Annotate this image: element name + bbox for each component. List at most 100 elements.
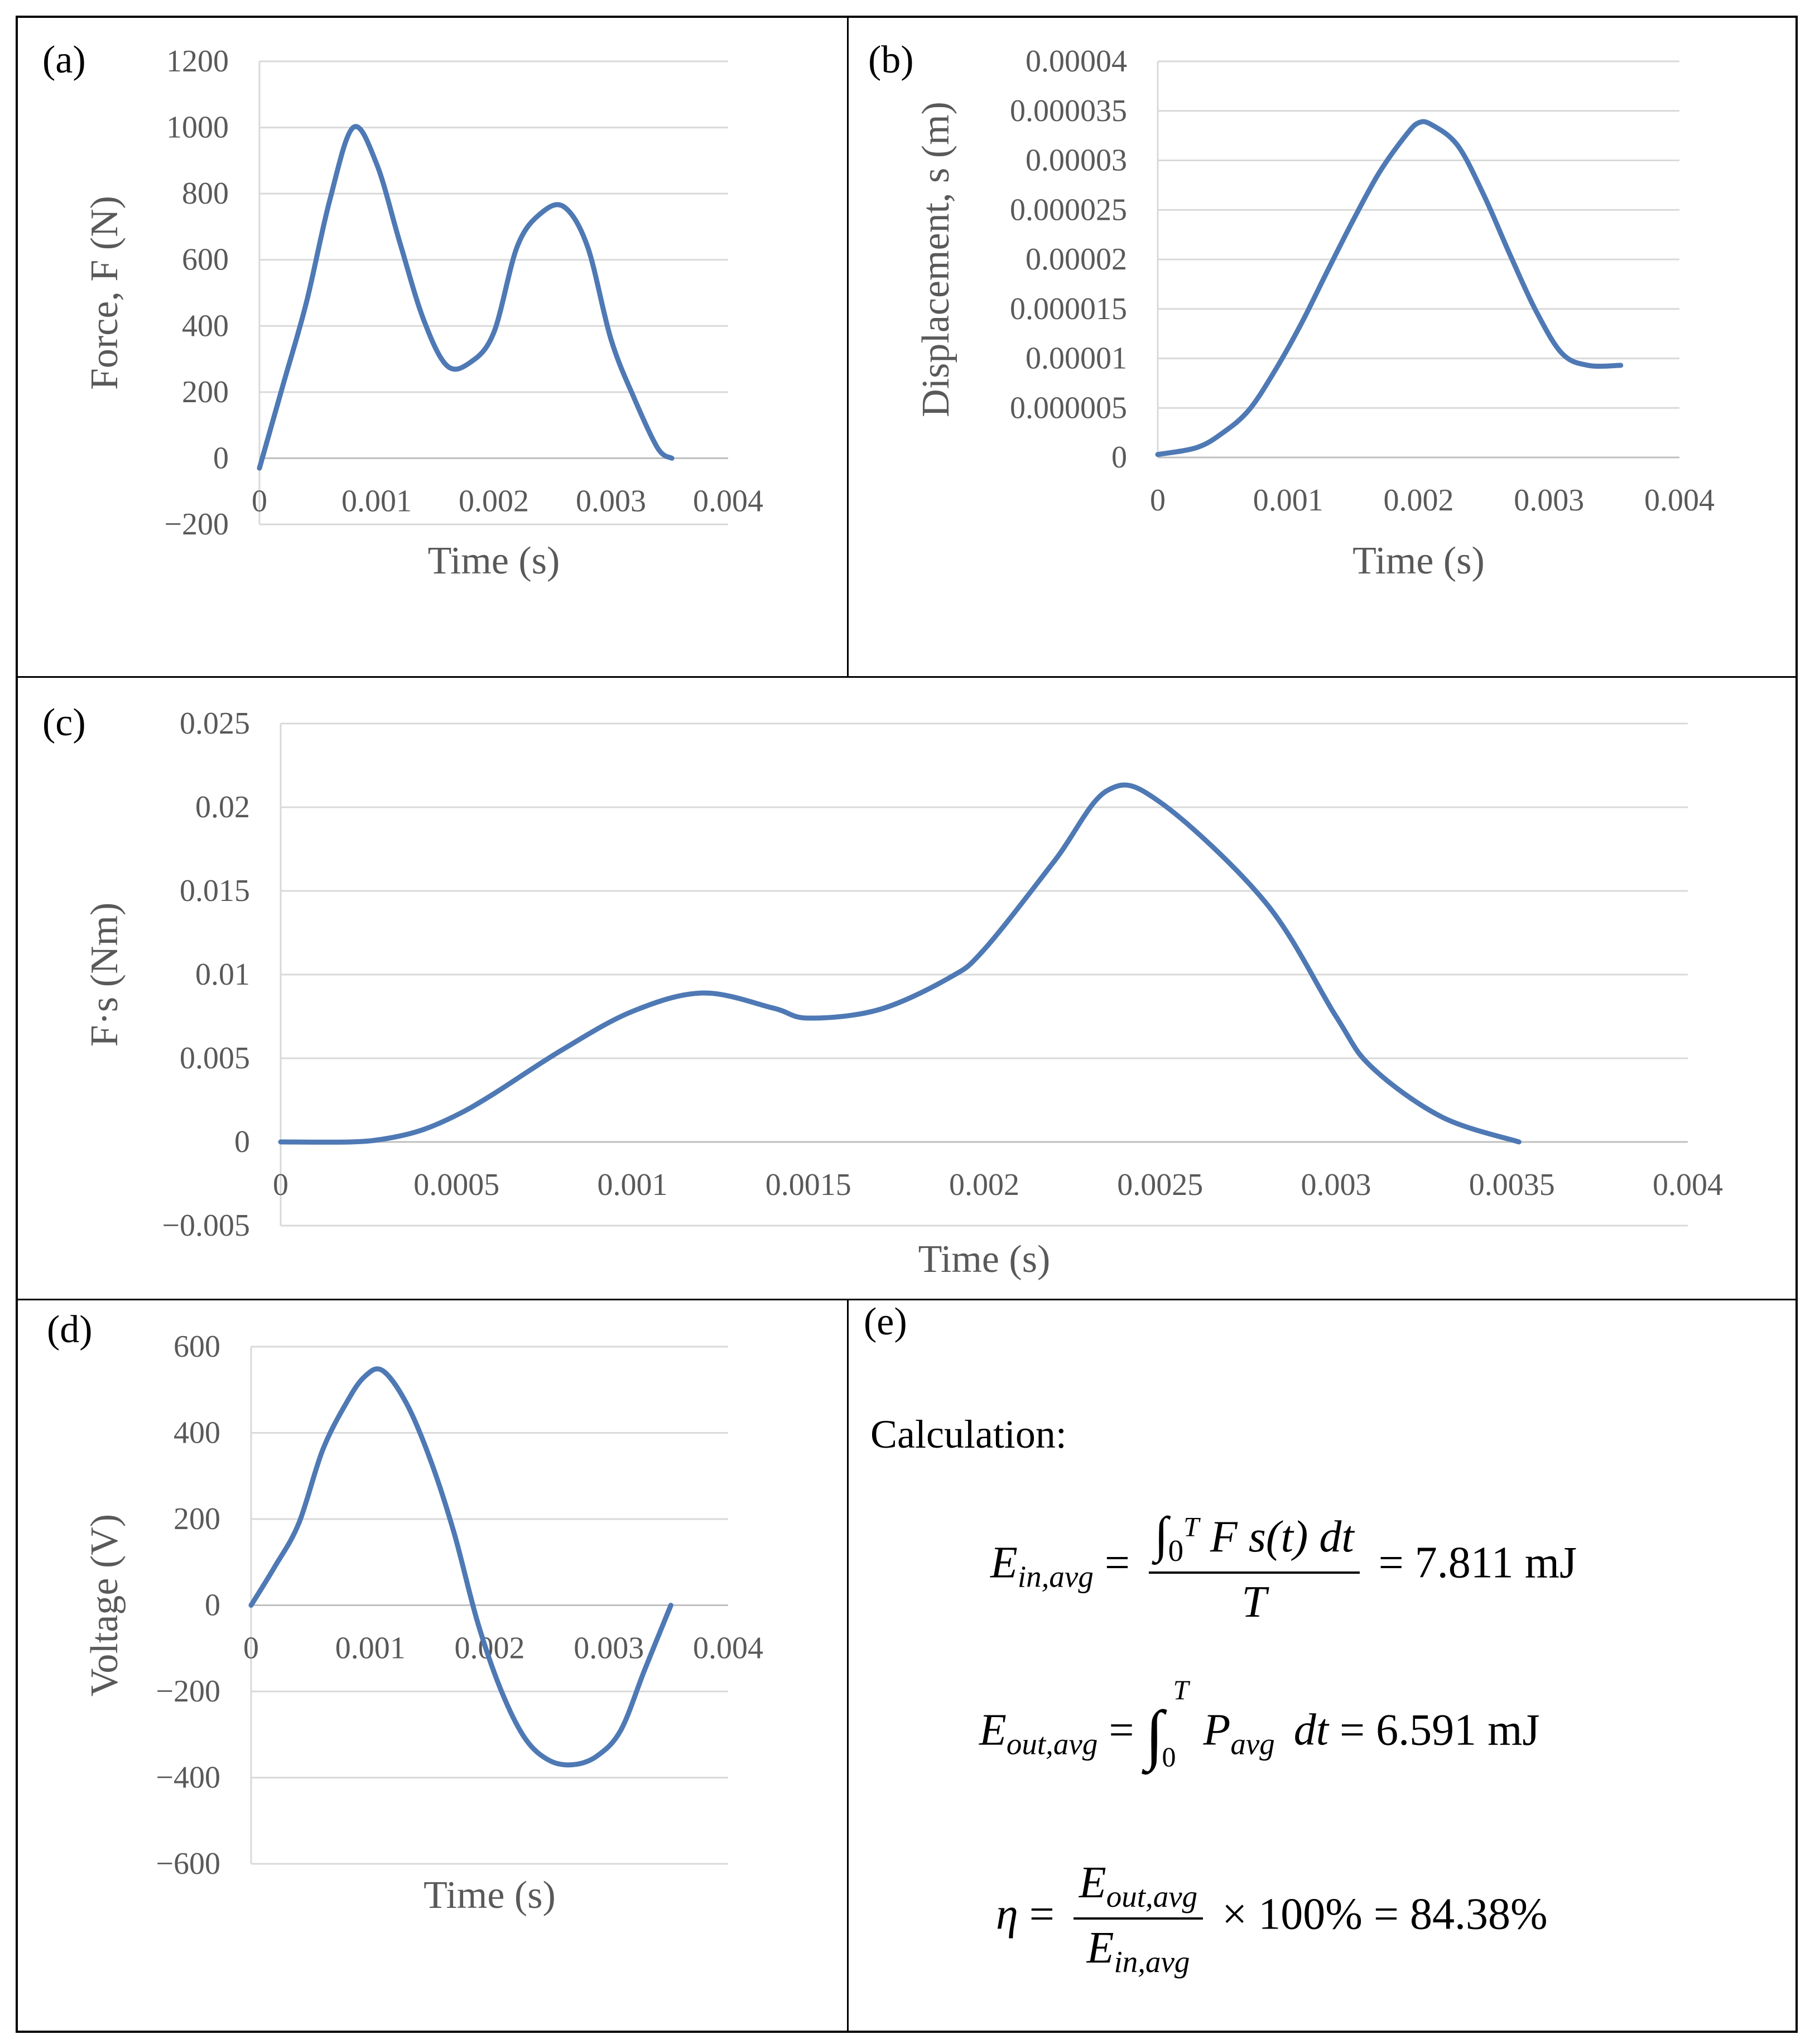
chart-d-ytick-label: −200 [156, 1674, 220, 1709]
energy-in-equation: Ein,avg = ∫0T F s(t) dt T = 7.811 mJ [990, 1506, 1577, 1628]
eta-den-symbol: E [1086, 1924, 1114, 1973]
integral-sign: ∫ T 0 [1145, 1674, 1189, 1772]
energy-out-equation: Eout,avg = ∫ T 0 Pavg dt = 6.591 mJ [979, 1674, 1540, 1773]
chart-a-xtick-label: 0.003 [576, 484, 646, 518]
chart-c-ylabel: F·s (Nm) [83, 903, 126, 1047]
eout-symbol: E [979, 1705, 1007, 1755]
chart-b-ytick-label: 0.000015 [1010, 292, 1127, 326]
chart-a-series-line [257, 124, 675, 471]
eta-den-subscript: in,avg [1114, 1945, 1190, 1979]
chart-c-ytick-label: 0.025 [180, 706, 250, 741]
chart-c-xlabel: Time (s) [918, 1238, 1051, 1281]
divider-bottom-vertical [847, 1299, 849, 2033]
chart-d-ylabel: Voltage (V) [83, 1514, 126, 1696]
divider-row-1 [16, 676, 1798, 678]
chart-b-xtick-label: 0.004 [1644, 483, 1715, 518]
divider-row-2 [16, 1299, 1798, 1300]
chart-a-xlabel: Time (s) [428, 539, 560, 582]
eout-dt: dt [1293, 1705, 1328, 1755]
efficiency-equation: η = Eout,avg Ein,avg × 100% = 84.38% [996, 1858, 1548, 1979]
chart-b-ytick-label: 0.00002 [1026, 242, 1127, 277]
chart-d-ytick-label: −600 [156, 1847, 220, 1881]
chart-d-ytick-label: 400 [174, 1416, 220, 1450]
chart-b-xtick-label: 0.002 [1384, 483, 1454, 518]
chart-b-ytick-label: 0.00001 [1026, 341, 1127, 376]
panel-label-c: (c) [42, 701, 86, 744]
chart-a-ytick-label: 400 [182, 308, 229, 343]
eta-numerator: Eout,avg [1073, 1858, 1204, 1920]
ein-lower-limit: 0 [1168, 1534, 1184, 1568]
chart-d-series-line [248, 1366, 673, 1768]
figure-frame [16, 16, 1798, 2033]
eta-symbol: η [996, 1889, 1018, 1939]
chart-a-ytick-label: 600 [182, 243, 229, 277]
chart-c-xtick-label: 0.003 [1301, 1168, 1371, 1202]
chart-b-xtick-label: 0.001 [1253, 483, 1323, 518]
chart-a-ylabel: Force, F (N) [83, 196, 126, 390]
divider-top-vertical [847, 16, 849, 677]
ein-upper-limit: T [1183, 1511, 1199, 1542]
chart-b-ytick-label: 0.00003 [1026, 143, 1127, 178]
chart-a-ytick-label: 0 [213, 441, 229, 475]
chart-a-ytick-label: 1200 [166, 44, 229, 79]
chart-b-series-line [1155, 119, 1624, 457]
chart-b-ytick-label: 0.000025 [1010, 192, 1127, 227]
ein-integrand: F s(t) dt [1210, 1512, 1354, 1561]
chart-c-series-line [278, 782, 1522, 1145]
chart-c-ytick-label: 0 [234, 1125, 250, 1159]
eout-result: = 6.591 mJ [1339, 1705, 1540, 1755]
chart-b-ytick-label: 0.000005 [1010, 391, 1127, 425]
eta-num-subscript: out,avg [1106, 1879, 1198, 1913]
eta-num-symbol: E [1079, 1858, 1106, 1907]
chart-b-ylabel: Displacement, s (m) [914, 102, 957, 417]
chart-a-xtick-label: 0.001 [341, 484, 412, 518]
calculation-heading: Calculation: [870, 1412, 1067, 1457]
chart-c-ytick-label: 0.015 [180, 874, 250, 908]
ein-denominator: T [1149, 1574, 1360, 1628]
eout-integrand: P [1203, 1705, 1231, 1755]
chart-b-xlabel: Time (s) [1352, 539, 1485, 582]
chart-c-xtick-label: 0 [273, 1168, 288, 1202]
chart-a-ytick-label: −200 [164, 507, 229, 542]
equals-sign: = [1104, 1538, 1130, 1588]
chart-c-ytick-label: 0.005 [180, 1041, 250, 1076]
chart-d-ytick-label: −400 [156, 1761, 220, 1795]
chart-c-xtick-label: 0.0025 [1117, 1168, 1203, 1202]
chart-d-ytick-label: 200 [174, 1502, 220, 1536]
chart-a-xtick-label: 0.004 [693, 484, 763, 518]
chart-c-xtick-label: 0.0035 [1469, 1168, 1555, 1202]
chart-a-ytick-label: 200 [182, 375, 229, 409]
chart-c-ytick-label: 0.01 [195, 957, 250, 992]
equals-sign: = [1029, 1889, 1055, 1939]
eout-subscript: out,avg [1006, 1727, 1098, 1761]
ein-symbol: E [990, 1538, 1018, 1588]
chart-d-ytick-label: 0 [205, 1588, 220, 1623]
chart-c-ytick-label: −0.005 [162, 1208, 250, 1243]
ein-subscript: in,avg [1017, 1559, 1094, 1594]
chart-d-xlabel: Time (s) [423, 1874, 556, 1917]
equals-sign: = [1109, 1705, 1134, 1755]
ein-fraction: ∫0T F s(t) dt T [1148, 1506, 1360, 1628]
eout-upper-limit: T [1173, 1674, 1189, 1705]
chart-b-ytick-label: 0.000035 [1010, 94, 1127, 128]
chart-d-xtick-label: 0 [243, 1631, 259, 1666]
panel-label-e: (e) [864, 1300, 907, 1343]
chart-b-xtick-label: 0 [1150, 483, 1166, 518]
chart-c-xtick-label: 0.004 [1653, 1168, 1723, 1202]
chart-b-xtick-label: 0.003 [1514, 483, 1584, 518]
eta-denominator: Ein,avg [1074, 1920, 1203, 1979]
chart-b-ytick-label: 0.00004 [1026, 44, 1127, 79]
chart-c-xtick-label: 0.0015 [766, 1168, 851, 1202]
chart-c-xtick-label: 0.001 [598, 1168, 668, 1202]
eout-integrand-subscript: avg [1230, 1727, 1275, 1761]
panel-label-a: (a) [42, 38, 86, 81]
eta-fraction: Eout,avg Ein,avg [1073, 1858, 1204, 1979]
chart-d-ytick-label: 600 [174, 1329, 220, 1364]
ein-numerator: ∫0T F s(t) dt [1148, 1506, 1360, 1574]
ein-result: = 7.811 mJ [1378, 1538, 1577, 1588]
panel-label-b: (b) [868, 38, 914, 81]
ein-denominator-text: T [1241, 1578, 1267, 1627]
chart-a-xtick-label: 0.002 [459, 484, 529, 518]
chart-c-xtick-label: 0.002 [949, 1168, 1019, 1202]
